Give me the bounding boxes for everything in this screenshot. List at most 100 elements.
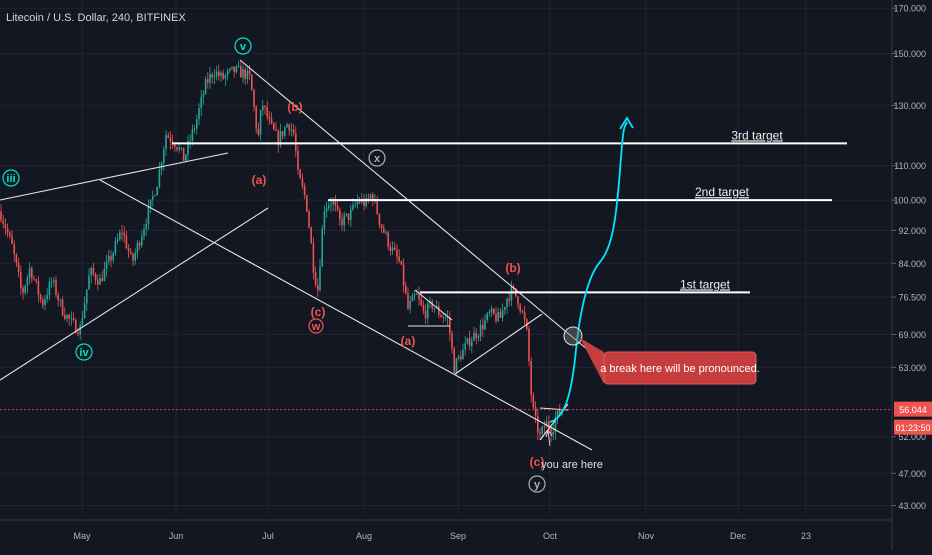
wave-circle-icon [2, 169, 20, 187]
candle-body [466, 338, 469, 344]
candle-body [235, 66, 238, 73]
candle-body [26, 277, 29, 286]
candle-body [176, 147, 178, 150]
candle-body [70, 318, 73, 320]
candle-body [189, 140, 191, 142]
candle-body [15, 254, 18, 263]
candle-body [405, 285, 407, 294]
y-tick-label: 84.000 [898, 259, 926, 269]
candle-body [343, 215, 345, 226]
y-tick-label: 69.000 [898, 330, 926, 340]
candle-body [240, 66, 242, 78]
target-label: 3rd target [731, 128, 783, 142]
candle-body [541, 426, 543, 435]
candle-body [440, 315, 442, 317]
candle-body [422, 304, 425, 311]
candle-body [53, 280, 55, 282]
candle-body [457, 356, 460, 359]
wave-label: (a) [401, 334, 416, 348]
candle-body [251, 74, 253, 91]
candle-body [334, 201, 337, 206]
target-label: 1st target [680, 277, 731, 291]
x-tick-label: Sep [450, 531, 466, 541]
candle-body [101, 278, 103, 281]
candle-body [479, 324, 482, 337]
candle-body [138, 242, 141, 246]
candle-body [352, 204, 354, 210]
y-tick-label: 130.000 [893, 101, 926, 111]
candle-body [59, 299, 62, 301]
wave-label: (c) [530, 455, 545, 469]
candle-body [418, 294, 420, 300]
candle-body [31, 268, 33, 279]
candle-body [127, 248, 130, 252]
candle-body [211, 74, 213, 78]
candle-body [504, 306, 506, 310]
candle-body [319, 266, 321, 291]
candle-body [484, 320, 486, 330]
wave-circle-icon [528, 475, 546, 493]
candle-body [132, 253, 134, 261]
candle-body [323, 211, 326, 229]
candle-body [297, 150, 299, 170]
wave-label: iv [79, 347, 89, 359]
candle-body [471, 340, 473, 347]
candle-body [86, 289, 88, 304]
candle-body [57, 295, 59, 301]
candle-body [391, 247, 394, 251]
y-tick-label: 47.000 [898, 469, 926, 479]
candle-body [431, 301, 433, 309]
candle-body [288, 124, 290, 131]
candle-body [493, 308, 495, 314]
callout-box [603, 351, 757, 385]
x-tick-label: Nov [638, 531, 655, 541]
candle-body [116, 239, 119, 242]
candle-body [281, 131, 284, 136]
candle-body [314, 272, 317, 285]
candle-body [468, 338, 471, 347]
candle-body [202, 94, 205, 97]
candle-body [420, 299, 422, 305]
candle-body [290, 129, 293, 131]
candle-body [325, 208, 328, 212]
candle-body [464, 343, 466, 350]
target-label: 2nd target [695, 185, 750, 199]
candle-body [229, 68, 231, 71]
candle-body [209, 74, 211, 83]
candle-body [255, 106, 257, 129]
candle-body [152, 196, 154, 200]
candle-body [99, 278, 101, 285]
candle-body [121, 232, 123, 234]
candle-body [537, 415, 539, 433]
candle-body [358, 200, 361, 203]
candle-body [376, 199, 378, 214]
candle-body [328, 205, 330, 209]
wave-label: (a) [252, 173, 267, 187]
candle-body [130, 251, 132, 254]
candle-body [44, 299, 46, 306]
candle-body [341, 219, 343, 226]
candle-body [174, 144, 176, 148]
candle-body [499, 311, 502, 318]
y-tick-label: 150.000 [893, 49, 926, 59]
candle-body [356, 200, 359, 205]
chart-title: Litecoin / U.S. Dollar, 240, BITFINEX [6, 12, 186, 24]
candles [0, 60, 563, 443]
candle-body [286, 124, 288, 128]
candle-body [28, 268, 31, 278]
candle-body [143, 229, 145, 237]
candle-body [495, 313, 497, 322]
candle-body [273, 123, 275, 130]
candle-body [512, 286, 515, 289]
candle-body [539, 432, 541, 435]
candle-body [213, 76, 216, 78]
candle-body [277, 130, 279, 146]
candle-body [215, 71, 218, 77]
candle-body [94, 274, 97, 281]
candle-body [97, 280, 99, 285]
candle-body [218, 71, 220, 77]
candle-body [24, 285, 26, 293]
candle-body [442, 316, 444, 318]
